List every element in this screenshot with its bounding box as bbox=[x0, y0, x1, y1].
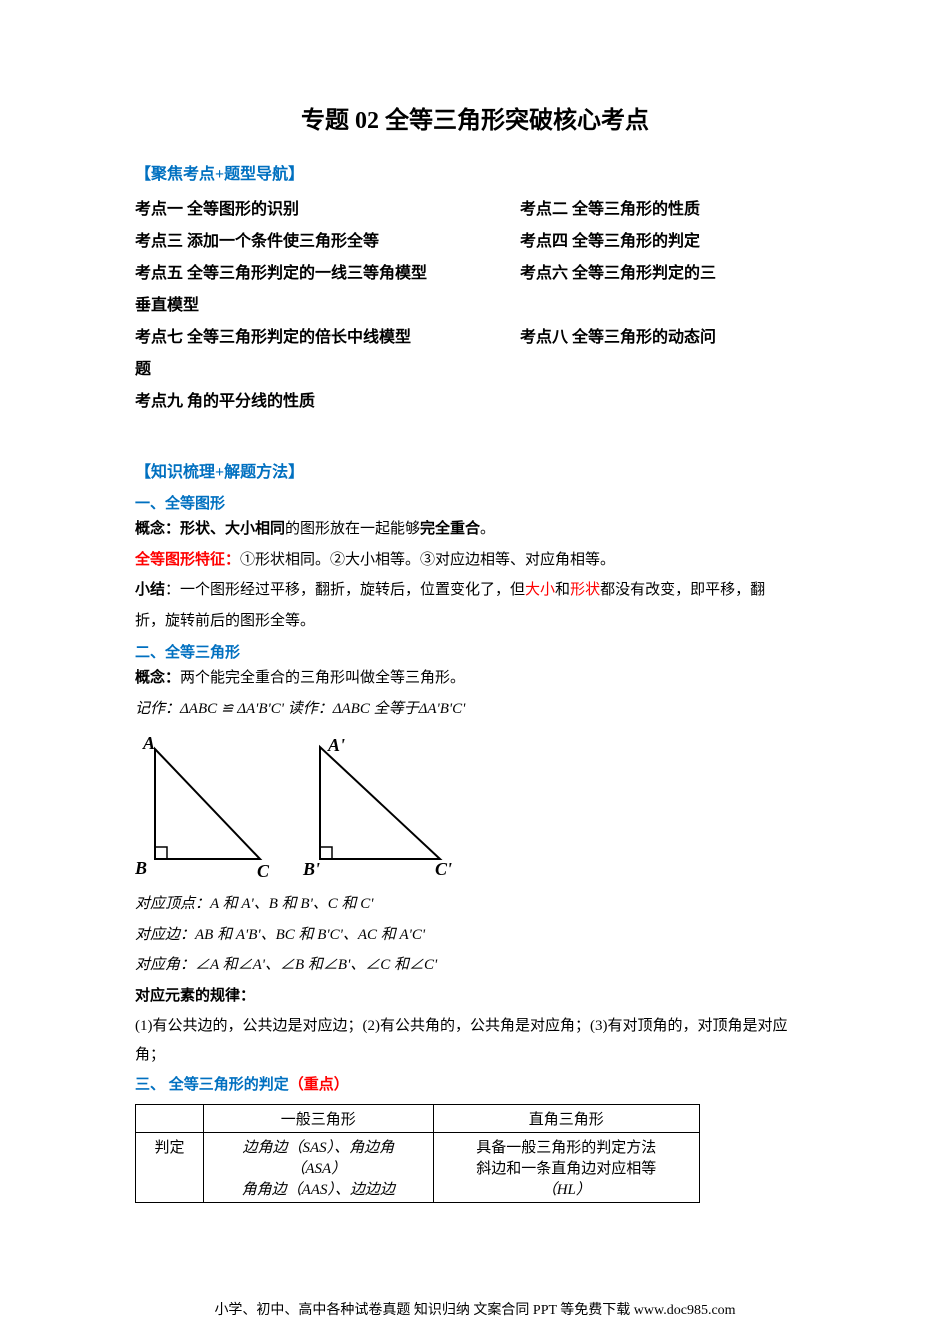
summary-line2: 折，旋转前后的图形全等。 bbox=[135, 607, 815, 636]
table-row-body: 判定 边角边（SAS）、角边角 （ASA） 角角边（AAS）、边边边 具备一般三… bbox=[136, 1132, 700, 1202]
kd-1: 考点一 全等图形的识别 bbox=[135, 194, 520, 226]
summary-red1: 大小 bbox=[525, 582, 555, 598]
table-row-header: 一般三角形 直角三角形 bbox=[136, 1104, 700, 1132]
label-C: C bbox=[257, 861, 270, 879]
concept1-end: 完全重合 bbox=[420, 521, 480, 537]
cell-right: 具备一般三角形的判定方法 斜边和一条直角边对应相等 （HL） bbox=[433, 1132, 699, 1202]
label-Cp: C' bbox=[435, 859, 452, 879]
c1-l2: （ASA） bbox=[210, 1157, 427, 1178]
corr-angle: 对应角：∠A 和∠A'、∠B 和∠B'、∠C 和∠C' bbox=[135, 951, 815, 980]
summary-red2: 形状 bbox=[570, 582, 600, 598]
rules-heading: 对应元素的规律： bbox=[135, 982, 815, 1011]
feat-rest: ①形状相同。②大小相等。③对应边相等、对应角相等。 bbox=[240, 552, 615, 568]
concept1-dot: 。 bbox=[480, 521, 495, 537]
kd-4: 考点四 全等三角形的判定 bbox=[520, 226, 815, 258]
concept-2: 概念：两个能完全重合的三角形叫做全等三角形。 bbox=[135, 664, 815, 693]
rules-body: (1)有公共边的，公共边是对应边；(2)有公共角的，公共角是对应角；(3)有对顶… bbox=[135, 1012, 815, 1069]
page-footer: 小学、初中、高中各种试卷真题 知识归纳 文案合同 PPT 等免费下载 www.d… bbox=[0, 1299, 950, 1319]
document-title: 专题 02 全等三角形突破核心考点 bbox=[135, 100, 815, 135]
triangles-svg: A B C A' B' C' bbox=[135, 729, 455, 879]
section-header-knowledge: 【知识梳理+解题方法】 bbox=[135, 458, 815, 482]
kd-9: 考点九 角的平分线的性质 bbox=[135, 386, 520, 418]
triangle-abc-prime bbox=[320, 747, 440, 859]
kd-5: 考点五 全等三角形判定的一线三等角模型 bbox=[135, 258, 520, 290]
concept1-mid: 的图形放在一起能够 bbox=[285, 521, 420, 537]
section-header-focus: 【聚焦考点+题型导航】 bbox=[135, 160, 815, 184]
th-right: 直角三角形 bbox=[433, 1104, 699, 1132]
triangle-abc bbox=[155, 749, 260, 859]
judgement-table: 一般三角形 直角三角形 判定 边角边（SAS）、角边角 （ASA） 角角边（AA… bbox=[135, 1104, 700, 1203]
features-line: 全等图形特征：①形状相同。②大小相等。③对应边相等、对应角相等。 bbox=[135, 546, 815, 575]
label-Bp: B' bbox=[302, 859, 320, 879]
label-A: A bbox=[142, 733, 155, 753]
kd-8b: 题 bbox=[135, 354, 520, 386]
summary-mid3: 都没有改变，即平移，翻 bbox=[600, 582, 765, 598]
kd-7: 考点七 全等三角形判定的倍长中线模型 bbox=[135, 322, 520, 354]
concept1-pre: 概念：形状、大小相同 bbox=[135, 521, 285, 537]
th-blank bbox=[136, 1104, 204, 1132]
keypoints-grid: 考点一 全等图形的识别 考点二 全等三角形的性质 考点三 添加一个条件使三角形全… bbox=[135, 194, 815, 418]
subhead-1: 一、全等图形 bbox=[135, 492, 815, 513]
row-label: 判定 bbox=[136, 1132, 204, 1202]
c2-l2: 斜边和一条直角边对应相等 bbox=[440, 1157, 693, 1178]
concept2-rest: 两个能完全重合的三角形叫做全等三角形。 bbox=[180, 670, 465, 686]
triangle-figure: A B C A' B' C' bbox=[135, 729, 815, 884]
c1-l1: 边角边（SAS）、角边角 bbox=[210, 1136, 427, 1157]
c1-l3: 角角边（AAS）、边边边 bbox=[210, 1178, 427, 1199]
notation-line: 记作：ΔABC ≌ ΔA'B'C' 读作：ΔABC 全等于ΔA'B'C' bbox=[135, 695, 815, 724]
summary-mid1: ：一个图形经过平移，翻折，旋转后，位置变化了，但 bbox=[165, 582, 525, 598]
feat-label: 全等图形特征： bbox=[135, 552, 240, 568]
page-root: 专题 02 全等三角形突破核心考点 【聚焦考点+题型导航】 考点一 全等图形的识… bbox=[0, 0, 950, 1344]
c2-l3: （HL） bbox=[440, 1178, 693, 1199]
corr-vertex: 对应顶点：A 和 A'、B 和 B'、C 和 C' bbox=[135, 890, 815, 919]
concept2-pre: 概念： bbox=[135, 670, 180, 686]
kd-2: 考点二 全等三角形的性质 bbox=[520, 194, 815, 226]
right-angle-mark-2 bbox=[320, 847, 332, 859]
subhead-3-line: 三、 全等三角形的判定（重点） bbox=[135, 1071, 815, 1100]
kd-8: 考点八 全等三角形的动态问 bbox=[520, 322, 815, 354]
sub3-paren: （重点） bbox=[289, 1077, 349, 1093]
kd-3: 考点三 添加一个条件使三角形全等 bbox=[135, 226, 520, 258]
label-B: B bbox=[135, 858, 147, 878]
summary-pre: 小结 bbox=[135, 582, 165, 598]
sub3-pre: 三、 全等三角形的判定 bbox=[135, 1077, 289, 1093]
concept-1: 概念：形状、大小相同的图形放在一起能够完全重合。 bbox=[135, 515, 815, 544]
summary-mid2: 和 bbox=[555, 582, 570, 598]
c2-l1: 具备一般三角形的判定方法 bbox=[440, 1136, 693, 1157]
right-angle-mark-1 bbox=[155, 847, 167, 859]
subhead-2: 二、全等三角形 bbox=[135, 641, 815, 662]
summary-line1: 小结：一个图形经过平移，翻折，旋转后，位置变化了，但大小和形状都没有改变，即平移… bbox=[135, 576, 815, 605]
cell-general: 边角边（SAS）、角边角 （ASA） 角角边（AAS）、边边边 bbox=[204, 1132, 434, 1202]
kd-6b: 垂直模型 bbox=[135, 290, 520, 322]
corr-edge: 对应边：AB 和 A'B'、BC 和 B'C'、AC 和 A'C' bbox=[135, 921, 815, 950]
th-general: 一般三角形 bbox=[204, 1104, 434, 1132]
label-Ap: A' bbox=[327, 735, 345, 755]
kd-6: 考点六 全等三角形判定的三 bbox=[520, 258, 815, 290]
